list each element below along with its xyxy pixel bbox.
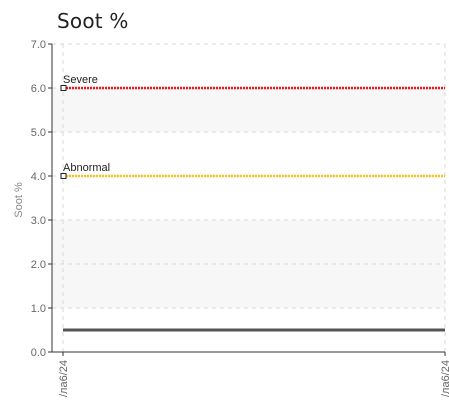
- x-tick-label: /ла6/24: [58, 360, 70, 397]
- threshold-label-severe: Severe: [63, 74, 98, 86]
- threshold-label-abnormal: Abnormal: [63, 162, 110, 174]
- y-axis-title: Soot %: [13, 182, 25, 218]
- threshold-marker-abnormal: [60, 173, 67, 179]
- y-tick-label: 4.0: [31, 171, 46, 183]
- y-tick-label: 5.0: [31, 127, 46, 139]
- y-tick-label: 0.0: [31, 347, 46, 359]
- threshold-marker-severe: [60, 85, 67, 91]
- y-tick-label: 3.0: [31, 215, 46, 227]
- plot-band-upper: [52, 88, 445, 132]
- x-axis-ticks: /ла6/24/ла6/24: [58, 352, 449, 397]
- y-tick-label: 6.0: [31, 83, 46, 95]
- y-axis-ticks: 0.0 1.0 2.0 3.0 4.0 5.0 6.0 7.0: [31, 39, 52, 359]
- y-tick-label: 1.0: [31, 303, 46, 315]
- threshold-lines: Severe Abnormal: [60, 74, 445, 179]
- chart-title: Soot %: [57, 9, 129, 33]
- x-tick-label: /ла6/24: [440, 360, 449, 397]
- y-tick-label: 7.0: [31, 39, 46, 51]
- y-tick-label: 2.0: [31, 259, 46, 271]
